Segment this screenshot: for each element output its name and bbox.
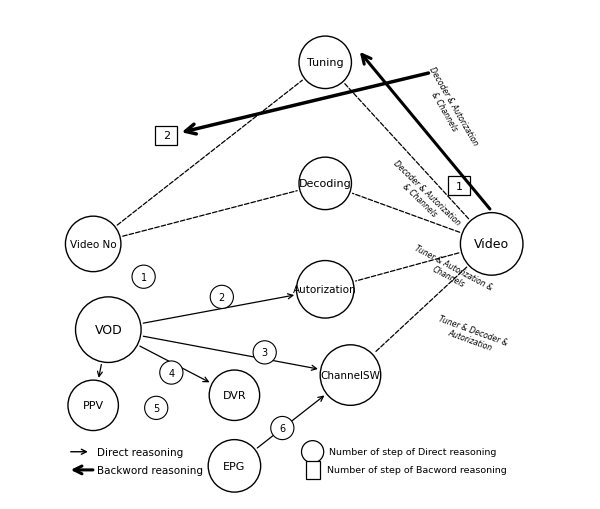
Circle shape: [76, 297, 141, 363]
Circle shape: [320, 345, 381, 406]
Circle shape: [299, 37, 352, 90]
Text: Backword reasoning: Backword reasoning: [97, 465, 203, 475]
Text: Video No: Video No: [70, 239, 116, 249]
Text: Decoder & Autorization
& Channels: Decoder & Autorization & Channels: [418, 65, 479, 152]
Text: Direct reasoning: Direct reasoning: [97, 447, 184, 457]
Text: DVR: DVR: [223, 390, 246, 401]
Text: Tuning: Tuning: [307, 58, 344, 68]
Circle shape: [210, 286, 233, 309]
Text: Number of step of Direct reasoning: Number of step of Direct reasoning: [329, 447, 496, 457]
Text: 5: 5: [153, 403, 160, 413]
Text: 1: 1: [140, 272, 146, 282]
Text: 6: 6: [279, 423, 286, 433]
Text: 4: 4: [169, 368, 175, 378]
Text: VOD: VOD: [94, 324, 122, 336]
Text: 1: 1: [455, 182, 463, 191]
Circle shape: [460, 213, 523, 276]
Circle shape: [132, 266, 155, 289]
Text: EPG: EPG: [223, 461, 245, 471]
FancyBboxPatch shape: [448, 177, 470, 196]
Text: Video: Video: [474, 238, 509, 251]
Text: Decoding: Decoding: [299, 179, 352, 189]
Text: Decoder & Autorization
& Channels: Decoder & Autorization & Channels: [385, 159, 463, 235]
Circle shape: [296, 261, 354, 319]
Text: 2: 2: [163, 131, 170, 141]
Circle shape: [68, 380, 118, 431]
Text: Number of step of Bacword reasoning: Number of step of Bacword reasoning: [327, 466, 507, 474]
Text: Tuner & Autorization &
Channels: Tuner & Autorization & Channels: [409, 243, 494, 301]
Circle shape: [208, 440, 260, 492]
Circle shape: [299, 158, 352, 210]
Text: PPV: PPV: [83, 401, 104, 411]
Text: Autorization: Autorization: [293, 285, 357, 295]
Circle shape: [253, 341, 276, 364]
Circle shape: [302, 441, 324, 463]
Text: Tuner & Decoder &
Autorization: Tuner & Decoder & Autorization: [434, 314, 509, 357]
Circle shape: [160, 361, 183, 384]
FancyBboxPatch shape: [306, 461, 320, 479]
Circle shape: [145, 397, 168, 419]
Text: 3: 3: [262, 348, 268, 358]
Circle shape: [65, 217, 121, 272]
Text: ChannelSW: ChannelSW: [320, 371, 380, 380]
Circle shape: [209, 370, 260, 420]
Text: 2: 2: [218, 292, 225, 302]
FancyBboxPatch shape: [155, 127, 178, 146]
Circle shape: [271, 416, 294, 440]
